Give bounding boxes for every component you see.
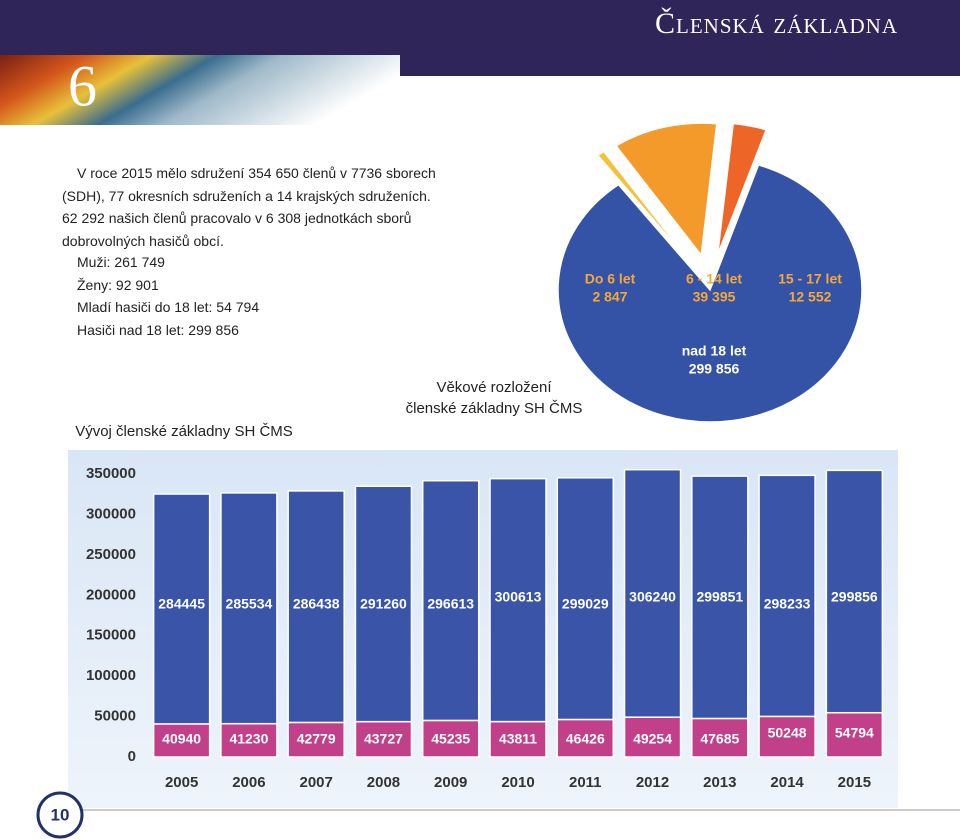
bar-segment: [556, 718, 615, 758]
pie-slice: [716, 122, 768, 256]
page-number: 10: [51, 805, 70, 824]
bar-value: 284445: [158, 596, 205, 612]
text-line: (SDH), 77 okresních sdruženích a 14 kraj…: [62, 187, 431, 204]
bar-segment: [421, 719, 480, 758]
text-line: Ženy: 92 901: [77, 276, 159, 293]
bar-value: 42779: [297, 731, 336, 747]
bar-value: 45235: [431, 731, 470, 747]
page-badge: [36, 791, 84, 839]
slice-label: nad 18 let: [682, 343, 747, 359]
text-line: Mladí hasiči do 18 let: 54 794: [77, 299, 260, 315]
bar-value: 47685: [700, 731, 739, 747]
x-tick-label: 2015: [838, 774, 871, 791]
bar-segment: [691, 717, 749, 758]
bar-segment: [623, 716, 682, 758]
chart-title: Vývoj členské základny SH ČMS: [75, 423, 293, 440]
text-line: Muži: 261 749: [77, 254, 165, 270]
bar-value: 54794: [835, 725, 874, 741]
bar-value: 50248: [768, 725, 807, 741]
slice-value: 299 856: [689, 361, 740, 377]
x-tick-label: 2013: [703, 774, 736, 791]
chapter-number: 6: [68, 53, 97, 118]
y-tick-label: 350000: [86, 465, 136, 482]
bar-value: 43811: [499, 731, 537, 747]
bar-segment: [825, 469, 884, 714]
x-tick-label: 2006: [232, 774, 265, 791]
pie-slice: [557, 163, 863, 423]
y-tick-label: 0: [128, 748, 136, 765]
bar-value: 299856: [831, 589, 878, 605]
slice-value: 2 847: [592, 289, 627, 305]
bar-segment: [220, 722, 278, 758]
bar-value: 41230: [229, 731, 268, 747]
chart-title: Věkové rozložení: [436, 379, 552, 396]
x-tick-label: 2014: [770, 774, 804, 791]
text-line: Hasiči nad 18 let: 299 856: [77, 321, 239, 338]
slice-label: 15 - 17 let: [778, 271, 842, 287]
bar-value: 291260: [360, 596, 407, 612]
bar-segment: [489, 477, 547, 723]
page-title: Členská základna: [655, 7, 898, 40]
bar-value: 296613: [427, 596, 474, 612]
bar-value: 40940: [162, 731, 201, 747]
x-tick-label: 2010: [501, 774, 534, 791]
slice-label: Do 6 let: [585, 271, 636, 287]
y-tick-label: 150000: [86, 627, 136, 644]
y-tick-label: 100000: [86, 667, 136, 684]
bar-segment: [220, 492, 278, 725]
y-tick-label: 250000: [86, 546, 136, 563]
x-tick-label: 2012: [636, 774, 669, 791]
slice-label: 6 - 14 let: [686, 271, 742, 287]
bar-value: 286438: [293, 596, 340, 612]
bar-segment: [623, 468, 682, 718]
bar-value: 285534: [226, 596, 273, 612]
bar-segment: [758, 715, 816, 758]
bar-segment: [825, 711, 884, 758]
bar-segment: [758, 474, 816, 718]
bar-segment: [421, 479, 480, 722]
bar-value: 43727: [364, 731, 403, 747]
pie-slice: [596, 150, 690, 262]
x-tick-label: 2008: [367, 774, 400, 791]
text-line: V roce 2015 mělo sdružení 354 650 členů …: [77, 165, 436, 181]
x-tick-label: 2011: [569, 774, 602, 791]
pie-slice: [614, 122, 718, 257]
bar-segment: [287, 721, 345, 758]
y-tick-label: 200000: [86, 586, 136, 603]
bar-value: 299029: [562, 596, 609, 612]
text-line: dobrovolných hasičů obcí.: [62, 232, 224, 249]
bar-segment: [354, 720, 413, 758]
slice-value: 39 395: [693, 289, 736, 305]
chart-title: členské základny SH ČMS: [406, 400, 583, 417]
bar-value: 300613: [495, 589, 542, 605]
text-line: 62 292 našich členů pracovalo v 6 308 je…: [62, 210, 412, 226]
y-tick-label: 50000: [94, 708, 136, 725]
bar-value: 299851: [696, 589, 743, 605]
bar-segment: [691, 475, 749, 720]
y-tick-label: 300000: [86, 506, 136, 523]
bar-segment: [354, 485, 413, 723]
bar-segment: [489, 720, 547, 758]
bar-value: 298233: [764, 596, 811, 612]
x-tick-label: 2007: [299, 774, 332, 791]
bar-segment: [152, 493, 211, 725]
slice-value: 12 552: [789, 289, 832, 305]
bar-segment: [556, 477, 615, 721]
bar-segment: [287, 490, 345, 724]
bar-value: 49254: [633, 731, 672, 747]
bar-value: 46426: [566, 731, 605, 747]
x-tick-label: 2009: [434, 774, 467, 791]
x-tick-label: 2005: [165, 774, 198, 791]
header-painting: [0, 55, 400, 125]
bar-value: 306240: [629, 589, 676, 605]
